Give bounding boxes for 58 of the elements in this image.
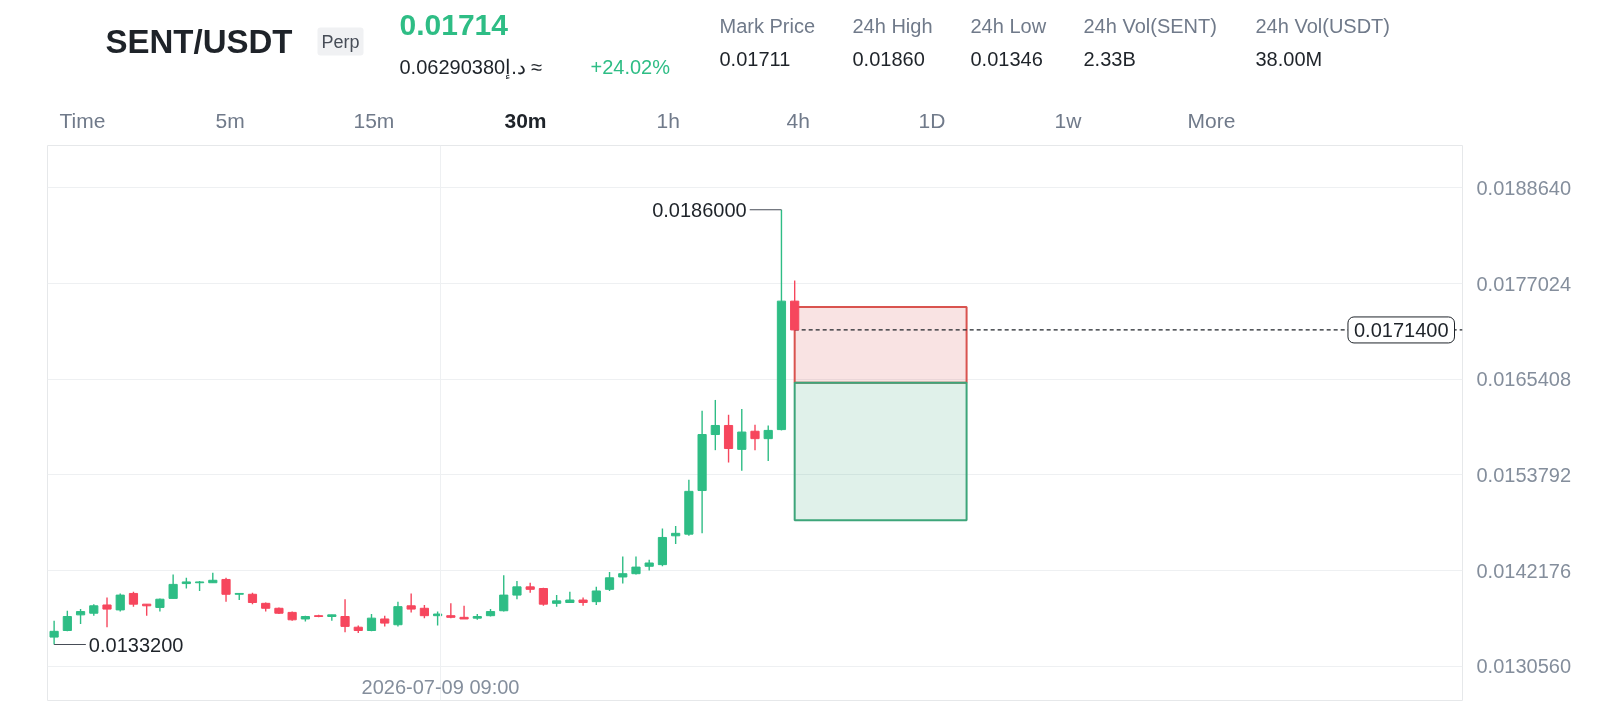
candlestick — [723, 414, 734, 464]
candlestick — [221, 577, 231, 603]
text: 30m — [504, 109, 547, 132]
candlestick — [327, 614, 337, 622]
y-tick-label: 0.0130560 — [1476, 655, 1572, 678]
text: 0.01346 — [970, 47, 1043, 70]
y-tick-label: 0.0142176 — [1476, 559, 1572, 582]
text: 24h High — [852, 14, 933, 37]
y-tick-label: 0.0165408 — [1476, 368, 1572, 391]
text: 0.01860 — [852, 47, 925, 70]
candlestick — [737, 408, 747, 472]
candlestick — [618, 555, 628, 585]
text: +24.02% — [590, 55, 671, 78]
y-tick-label: 0.0188640 — [1476, 176, 1572, 199]
text: 24h Low — [970, 14, 1047, 37]
candlestick — [591, 586, 601, 606]
chart-title: SENT/USDT — [105, 23, 293, 60]
annotation: 0.0133200 — [88, 633, 184, 656]
candlestick — [631, 555, 641, 576]
candlestick — [763, 424, 773, 462]
text: 1w — [1054, 109, 1083, 132]
candlestick — [710, 399, 720, 451]
text: 4h — [786, 109, 810, 132]
y-tick-label: 0.0177024 — [1476, 272, 1572, 295]
text: 0.01711 — [719, 47, 791, 70]
text: 24h Vol(SENT) — [1083, 14, 1217, 37]
annotation: 0.0186000 — [652, 198, 747, 221]
candlestick — [115, 592, 125, 613]
text: 24h Vol(USDT) — [1255, 14, 1390, 37]
candlestick — [604, 571, 615, 592]
annotation: 2026-07-09 09:00 — [361, 675, 520, 698]
candlestick — [340, 598, 350, 633]
candlestick — [393, 600, 403, 628]
ref-line-label: 0.0171400 — [1353, 318, 1449, 341]
candlestick — [102, 596, 112, 628]
text: 0.01714 — [399, 7, 509, 41]
text: Mark Price — [719, 14, 816, 37]
candlestick — [208, 572, 218, 584]
text: Time — [59, 109, 106, 132]
text: 5m — [215, 109, 245, 132]
candlestick — [446, 602, 456, 619]
text: 38.00M — [1255, 47, 1323, 70]
candlestick — [406, 592, 416, 614]
text: More — [1187, 109, 1236, 132]
candlestick — [512, 580, 522, 600]
text: 0.06290380د.إ ≈ — [399, 55, 543, 80]
text: 15m — [353, 109, 395, 132]
chart-subtitle: Perp — [321, 31, 360, 52]
y-tick-label: 0.0153792 — [1476, 463, 1572, 486]
text: 1D — [918, 109, 946, 132]
text: 1h — [656, 109, 680, 132]
candlestick — [168, 573, 178, 600]
candlestick — [750, 423, 760, 451]
candlestick — [459, 605, 469, 620]
candlestick — [565, 591, 575, 604]
candlestick — [499, 574, 509, 613]
candlestick — [49, 619, 59, 646]
text: 2.33B — [1083, 47, 1136, 70]
